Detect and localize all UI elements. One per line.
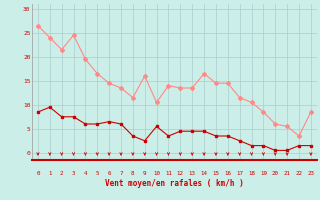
X-axis label: Vent moyen/en rafales ( km/h ): Vent moyen/en rafales ( km/h ) [105,179,244,188]
